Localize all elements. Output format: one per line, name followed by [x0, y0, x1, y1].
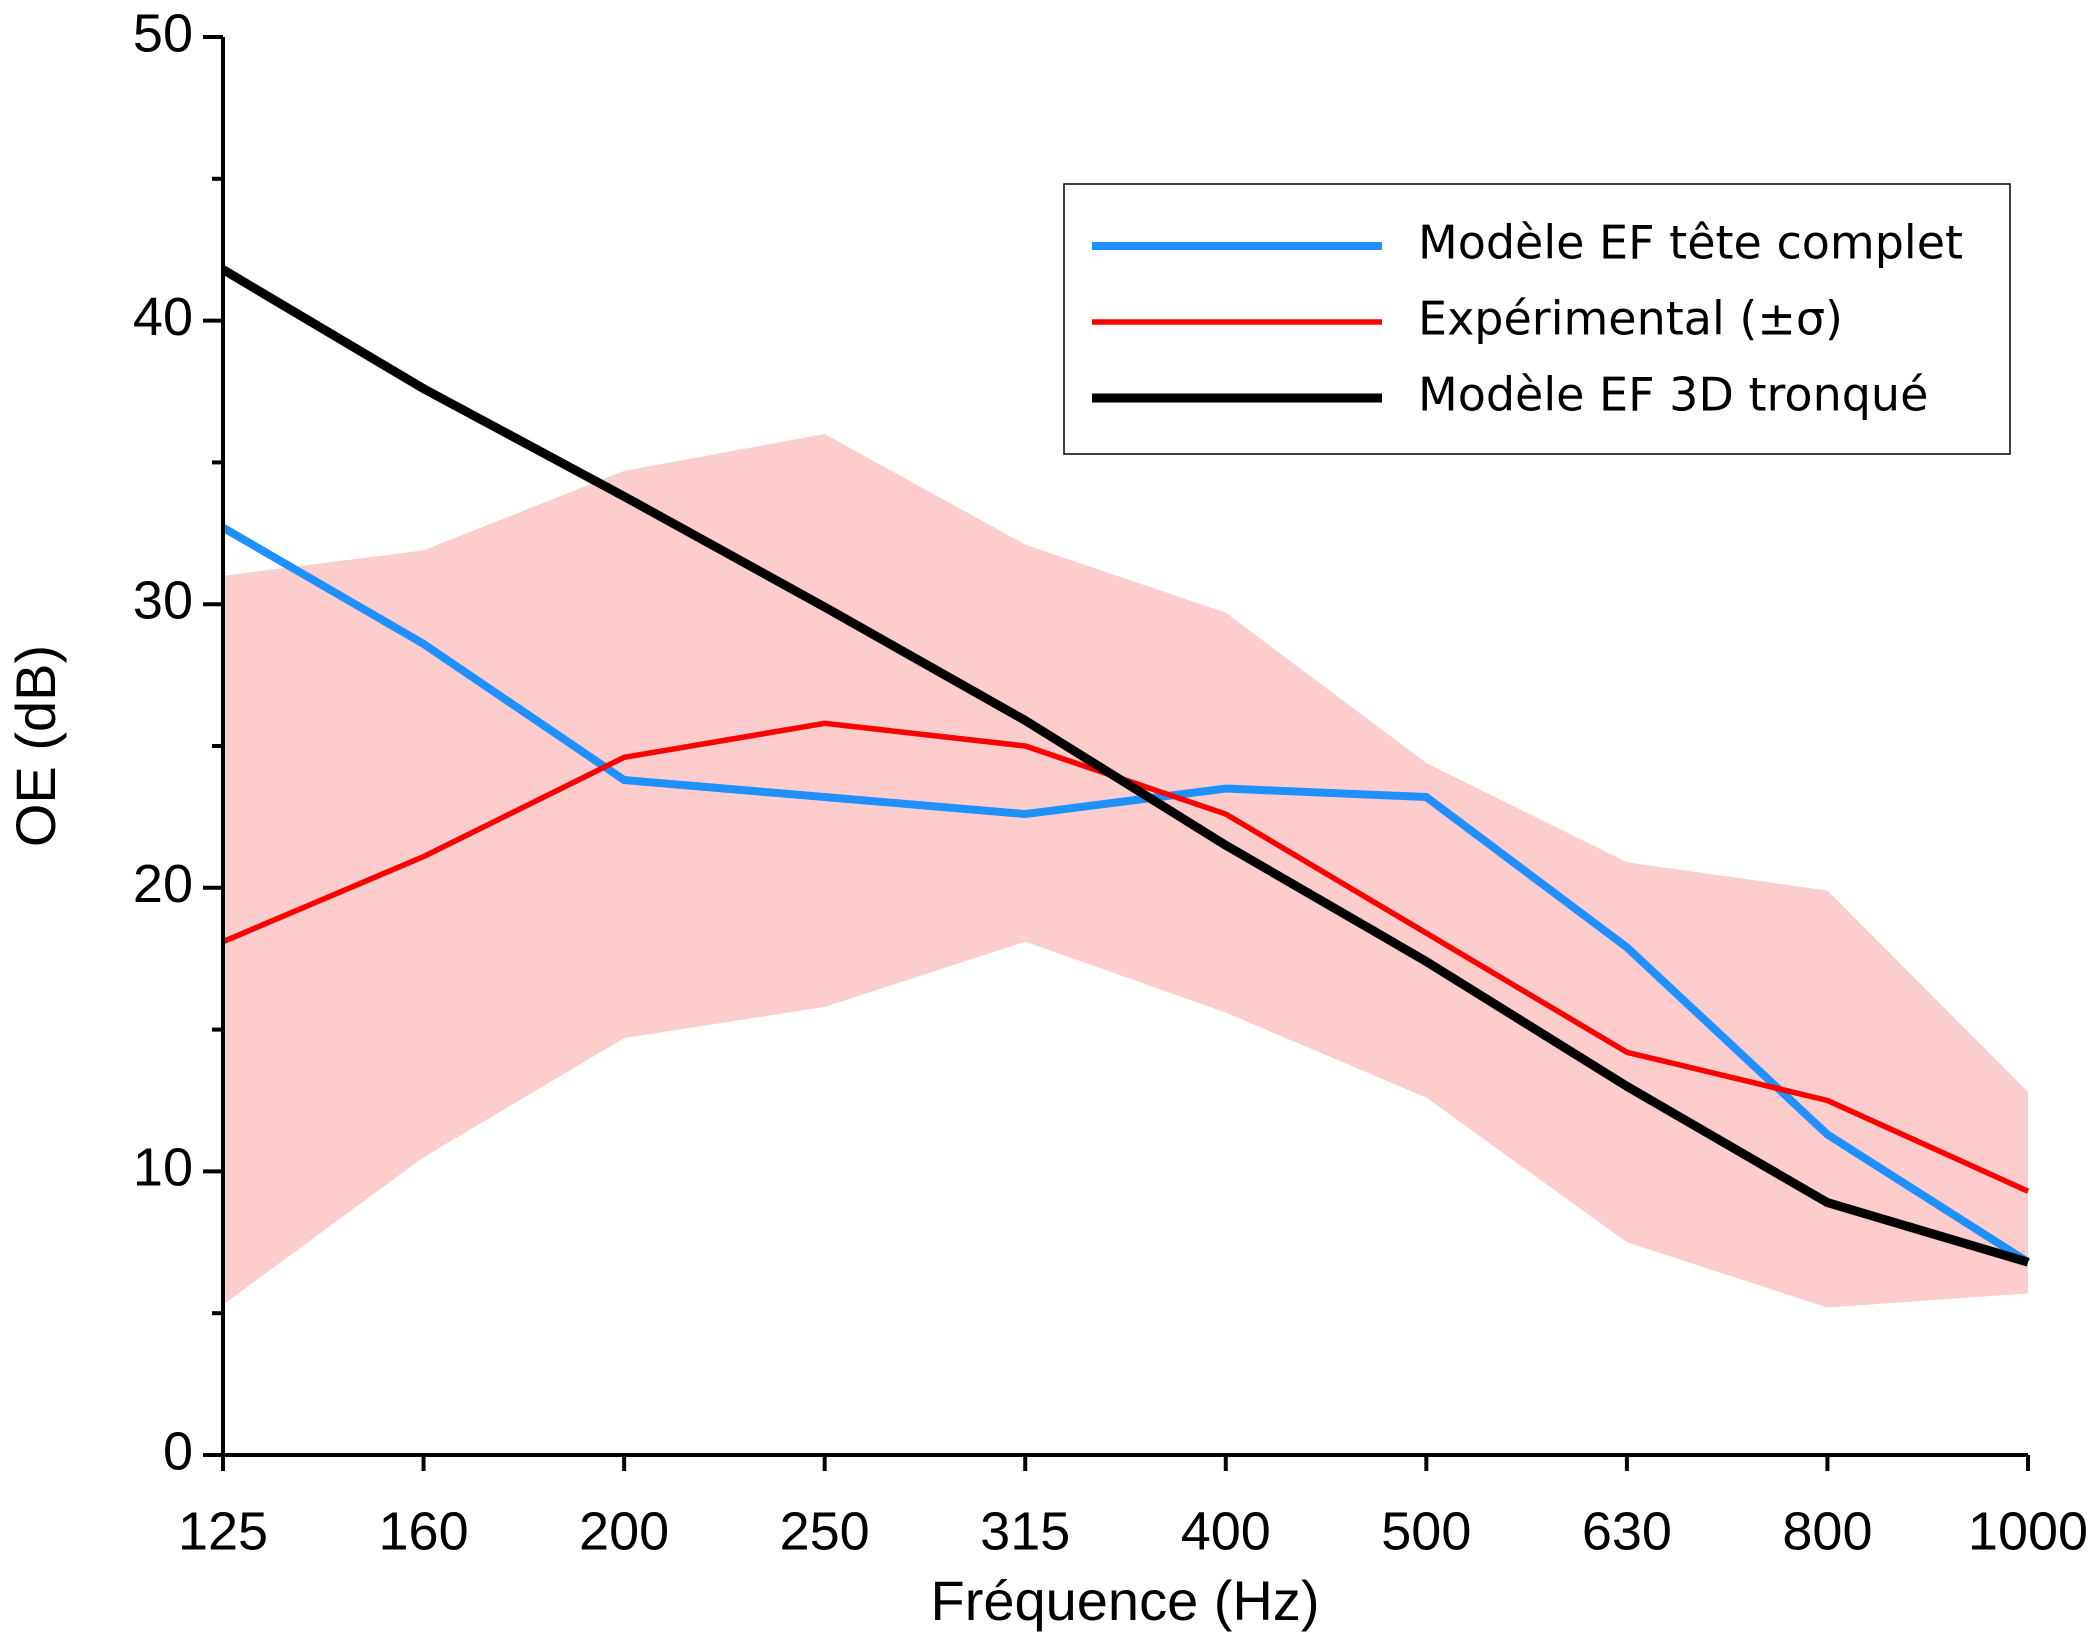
series-line — [220, 265, 2030, 1267]
y-tick-label: 20 — [133, 854, 193, 914]
error-band — [223, 434, 2028, 1308]
series-line — [220, 524, 2031, 1266]
legend-label: Modèle EF 3D tronqué — [1418, 368, 1928, 422]
legend-label: Expérimental (±σ) — [1418, 292, 1843, 346]
y-tick-label: 50 — [133, 3, 193, 63]
y-tick-label: 10 — [133, 1138, 193, 1198]
y-axis-title: OE (dB) — [4, 645, 67, 847]
x-tick-label: 250 — [780, 1501, 870, 1561]
y-tick-label: 0 — [163, 1421, 193, 1481]
legend-box — [1063, 183, 2011, 455]
x-tick-label: 800 — [1782, 1501, 1872, 1561]
x-tick-label: 500 — [1381, 1501, 1471, 1561]
x-tick-label: 400 — [1181, 1501, 1271, 1561]
x-tick-label: 200 — [579, 1501, 669, 1561]
x-tick-label: 125 — [178, 1501, 268, 1561]
legend-label: Modèle EF tête complet — [1418, 216, 1963, 270]
x-tick-label: 1000 — [1968, 1501, 2088, 1561]
x-tick-label: 315 — [980, 1501, 1070, 1561]
x-tick-label: 630 — [1582, 1501, 1672, 1561]
y-tick-label: 40 — [133, 287, 193, 347]
x-tick-label: 160 — [379, 1501, 469, 1561]
x-axis-title: Fréquence (Hz) — [930, 1569, 1319, 1632]
y-tick-label: 30 — [133, 570, 193, 630]
